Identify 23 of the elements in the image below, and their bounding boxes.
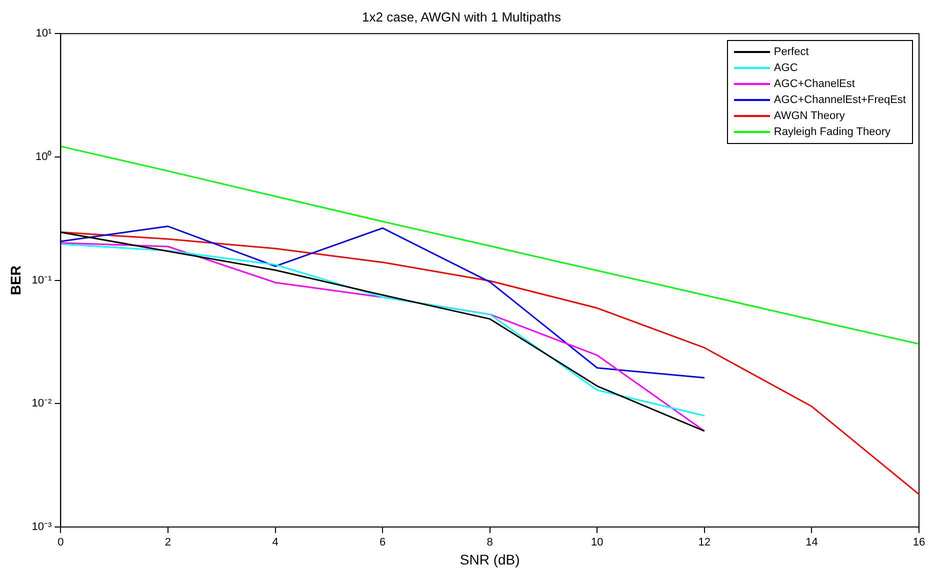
chart-title: 1x2 case, AWGN with 1 Multipaths bbox=[362, 9, 562, 24]
legend-label: Rayleigh Fading Theory bbox=[774, 126, 891, 138]
y-tick-label: 10¹ bbox=[36, 28, 52, 40]
x-tick-label: 10 bbox=[591, 536, 604, 549]
y-tick-label: 10⁻³ bbox=[32, 521, 52, 534]
x-tick-label: 16 bbox=[912, 536, 926, 549]
legend-label: Perfect bbox=[774, 46, 809, 58]
x-tick-label: 12 bbox=[698, 536, 711, 549]
x-tick-label: 8 bbox=[486, 536, 493, 549]
legend-label: AGC bbox=[774, 62, 798, 74]
y-tick-label: 10⁻¹ bbox=[32, 274, 52, 286]
x-tick-label: 2 bbox=[164, 536, 172, 549]
legend-label: AGC+ChannelEst+FreqEst bbox=[774, 94, 906, 106]
x-tick-label: 0 bbox=[58, 536, 64, 549]
x-tick-label: 6 bbox=[380, 536, 386, 549]
y-axis-title: BER bbox=[7, 266, 24, 296]
x-axis-title: SNR (dB) bbox=[460, 551, 520, 568]
x-tick-label: 14 bbox=[806, 536, 818, 549]
y-tick-label: 10⁻² bbox=[32, 398, 52, 410]
legend-label: AWGN Theory bbox=[774, 110, 845, 122]
x-tick-label: 4 bbox=[272, 536, 278, 549]
legend-label: AGC+ChanelEst bbox=[774, 78, 855, 90]
y-tick-label: 10⁰ bbox=[35, 150, 52, 163]
